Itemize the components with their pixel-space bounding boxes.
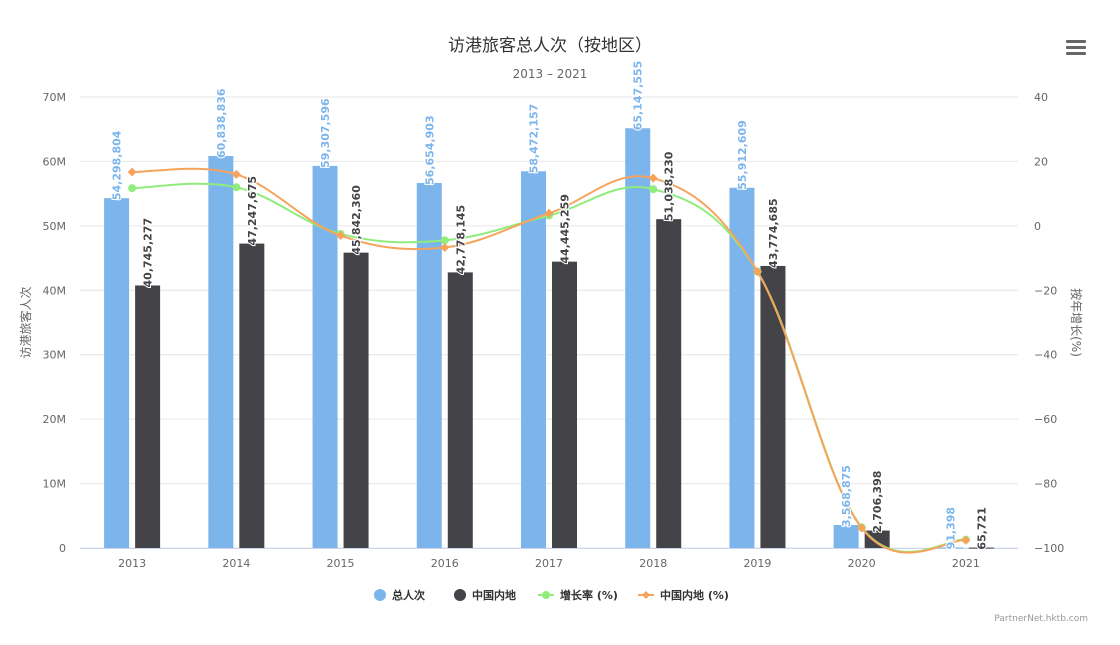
x-tick-label: 2014 [222,557,250,570]
x-tick-label: 2020 [848,557,876,570]
legend-item-label: 增长率 (%) [560,588,618,602]
bar [833,525,859,548]
bar-data-label: 51,038,230 [663,151,676,221]
bar-data-label: 43,774,685 [767,198,780,268]
x-tick-label: 2018 [639,557,667,570]
bar [937,547,963,549]
y-left-tick-label: 40M [43,284,67,297]
x-tick-label: 2013 [118,557,146,570]
bar [447,272,473,548]
bar-data-label: 2,706,398 [871,471,884,533]
line-point-diamond [440,242,450,252]
bar [135,285,161,548]
bar [968,547,994,549]
bar [521,171,546,548]
y-right-tick-label: 40 [1034,91,1048,104]
bar [104,198,130,548]
legend-symbol-circle [542,591,550,599]
y-right-axis-title: 按年增长(%) [1069,288,1083,357]
line-point-circle [440,236,449,245]
y-right-tick-label: 20 [1034,155,1048,168]
line-point-circle [232,183,241,192]
line-point-diamond [544,208,554,218]
line-series-path [132,167,967,554]
bar-data-label: 45,842,360 [350,185,363,255]
legend: 总人次 中国内地 增长率 (%) 中国内地 (%) [374,588,729,602]
bar-data-label: 58,472,157 [528,104,541,174]
bar [625,128,651,548]
x-tick-label: 2019 [743,557,771,570]
bar [416,182,442,548]
y-right-tick-label: −60 [1034,413,1057,426]
axes: 0 10M 20M 30M 40M 50M 60M 70M −100 −80 −60 −40 −20 0 2… [18,91,1083,570]
line-point-diamond [336,231,346,241]
line-point-circle [128,184,137,193]
bar [656,219,682,548]
credit-text[interactable]: PartnerNet.hktb.com [994,614,1088,624]
bar [343,252,369,548]
bar-data-label: 42,778,145 [454,205,467,275]
line-point-diamond [648,173,658,183]
bar [208,156,234,548]
y-right-tick-label: −40 [1034,349,1057,362]
legend-symbol-circle [374,589,386,601]
y-left-tick-label: 30M [43,349,67,362]
legend-symbol-diamond [642,591,650,599]
bar [729,187,755,548]
line-point-diamond [961,535,971,545]
bar-data-label: 47,247,675 [246,176,259,246]
line-point-diamond [127,167,137,177]
line-point-diamond [231,169,241,179]
y-left-axis-title: 访港旅客人次 [18,286,33,358]
bar-data-label: 59,307,596 [319,98,332,168]
y-right-tick-label: −80 [1034,478,1057,491]
data-labels: 54,298,804 60,838,836 59,307,596 56,654,903… [110,60,990,551]
legend-item-label: 中国内地 (%) [660,588,729,602]
legend-item-label: 中国内地 [472,588,516,602]
line-point-circle [649,185,658,194]
bar-data-label: 60,838,836 [215,88,228,158]
y-right-tick-label: −100 [1034,542,1064,555]
x-tick-label: 2015 [327,557,355,570]
y-right-tick-label: −20 [1034,284,1057,297]
legend-symbol-circle [454,589,466,601]
bar-data-label: 55,912,609 [736,120,749,190]
bar [552,261,577,548]
x-tick-label: 2021 [952,557,980,570]
y-left-tick-label: 10M [43,478,67,491]
bar [239,243,265,549]
y-left-tick-label: 50M [43,220,67,233]
y-left-tick-label: 0 [59,542,66,555]
bar-data-label: 65,147,555 [632,61,645,131]
x-tick-label: 2017 [535,557,563,570]
y-left-tick-label: 60M [43,155,67,168]
y-right-tick-label: 0 [1034,220,1041,233]
bar [864,530,890,548]
bar-data-label: 40,745,277 [142,218,155,288]
bar-data-label: 54,298,804 [111,130,124,200]
hamburger-menu-icon[interactable] [1066,40,1086,56]
bar-data-label: 56,654,903 [423,115,436,185]
bar-data-label: 3,568,875 [840,465,853,527]
bar-series [104,128,994,549]
bar-data-label: 44,445,259 [559,194,572,264]
bar-data-label: 65,721 [975,507,988,549]
line-series [127,167,971,554]
line-point-diamond [857,523,867,533]
chart-subtitle: 2013 – 2021 [513,67,588,81]
line-point-diamond [752,267,762,277]
legend-item-label: 总人次 [392,588,425,602]
y-left-tick-label: 70M [43,91,67,104]
chart-title: 访港旅客总人次（按地区） [448,36,652,56]
x-tick-label: 2016 [431,557,459,570]
y-left-tick-label: 20M [43,413,67,426]
bar [760,265,786,548]
bar-data-label: 91,398 [944,507,957,549]
grid-lines [80,96,1018,549]
